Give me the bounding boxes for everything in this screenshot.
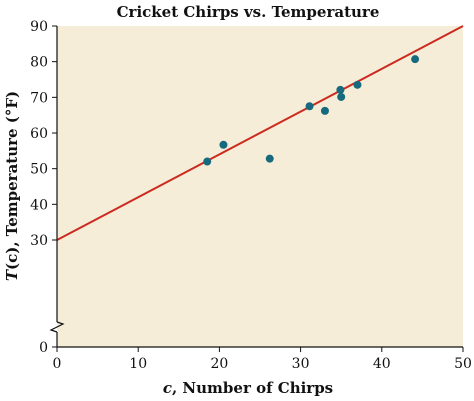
- data-point: [219, 140, 228, 149]
- plot-area: [57, 26, 463, 347]
- x-tick-label: 10: [129, 356, 147, 372]
- chart-title: Cricket Chirps vs. Temperature: [117, 3, 380, 21]
- y-axis-label: T(c), Temperature (°F): [3, 91, 21, 281]
- y-tick-label: 60: [30, 126, 48, 142]
- data-point: [203, 157, 212, 166]
- y-tick-label: 70: [30, 90, 48, 106]
- x-tick-label: 0: [53, 356, 62, 372]
- regression-line: [56, 25, 464, 241]
- x-tick-label: 50: [454, 356, 472, 372]
- y-tick-label: 50: [30, 162, 48, 178]
- y-tick-label: 40: [30, 197, 48, 213]
- data-point: [320, 106, 329, 115]
- y-tick-label: 0: [39, 340, 48, 356]
- y-tick-label: 90: [30, 19, 48, 35]
- x-tick-label: 30: [292, 356, 310, 372]
- x-axis-label: c, Number of Chirps: [163, 379, 333, 397]
- y-tick-label: 30: [30, 233, 48, 249]
- y-axis-break: [49, 321, 65, 333]
- x-tick-label: 20: [210, 356, 228, 372]
- data-point: [337, 92, 346, 101]
- data-point: [265, 154, 274, 163]
- data-point: [353, 80, 362, 89]
- data-point: [305, 102, 314, 111]
- x-tick-label: 40: [373, 356, 391, 372]
- data-point: [336, 85, 345, 94]
- y-tick-label: 80: [30, 55, 48, 71]
- data-point: [411, 55, 420, 64]
